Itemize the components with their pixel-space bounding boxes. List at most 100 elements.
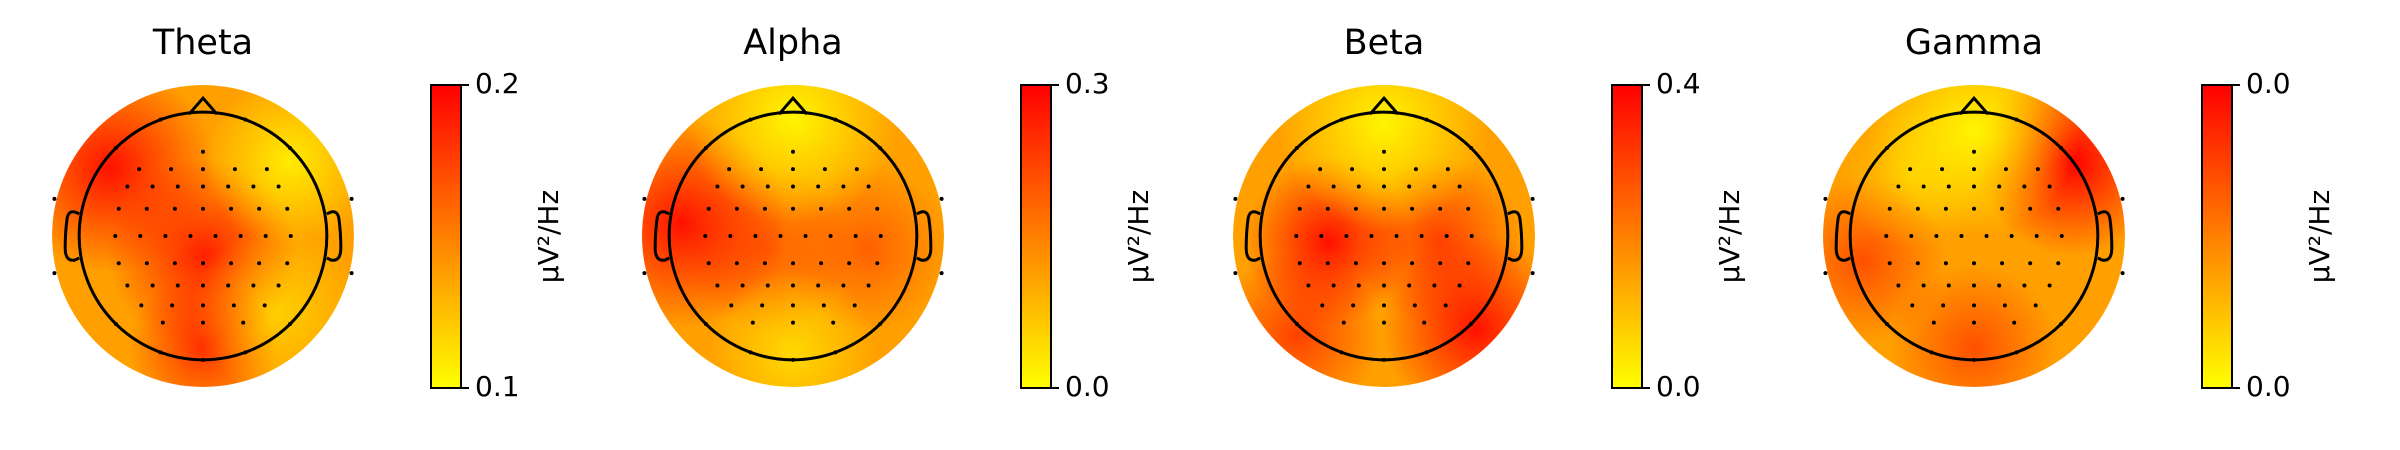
electrode (150, 184, 155, 189)
electrode (276, 283, 281, 288)
electrode (1382, 303, 1386, 308)
electrode (1884, 322, 1889, 327)
heat-spot (1233, 250, 1382, 387)
electrode (52, 196, 57, 201)
electrode (939, 271, 944, 276)
electrode (1823, 271, 1828, 276)
electrode (2120, 196, 2125, 201)
colorbar-tick-label: 0.0 (1065, 370, 1110, 403)
electrode (1997, 283, 2002, 288)
electrode (703, 322, 708, 327)
colorbar-tick-label: 0.0 (1656, 370, 1701, 403)
electrode (1972, 206, 1976, 211)
electrode (158, 117, 163, 122)
electrode (251, 283, 256, 288)
electrode (241, 320, 246, 325)
electrode (262, 303, 267, 308)
electrode (1934, 234, 1939, 238)
ear (653, 210, 670, 262)
electrode (822, 167, 827, 172)
electrode (2059, 322, 2064, 327)
electrode (819, 261, 824, 266)
electrode (1424, 117, 1429, 122)
electrode (642, 271, 647, 276)
electrode (1297, 261, 1302, 266)
electrode (1469, 145, 1474, 150)
electrode (878, 322, 883, 327)
electrode (2014, 350, 2019, 355)
colorbar-tick-label: 0.3 (1065, 67, 1110, 100)
electrode (728, 234, 733, 238)
electrode (791, 320, 795, 325)
electrode (137, 167, 142, 172)
electrode (866, 184, 871, 189)
panel-title: Gamma (1905, 23, 2043, 63)
electrode (175, 184, 180, 189)
electrode (750, 320, 755, 325)
colorbar (1611, 84, 1643, 389)
electrode (229, 206, 234, 211)
electrode (791, 167, 795, 172)
nose (187, 95, 219, 116)
electrode (113, 234, 118, 238)
electrode (1896, 184, 1901, 189)
electrode (1369, 234, 1374, 238)
electrode (778, 234, 783, 238)
electrode (1294, 234, 1299, 238)
electrode (1887, 261, 1892, 266)
electrode (866, 283, 871, 288)
electrode (285, 206, 290, 211)
electrode (2034, 234, 2039, 238)
electrode (1233, 196, 1238, 201)
electrode (1466, 261, 1471, 266)
electrode (1887, 206, 1892, 211)
electrode (1997, 184, 2002, 189)
electrode (1233, 271, 1238, 276)
electrode (1325, 261, 1330, 266)
electrode (1896, 283, 1901, 288)
electrode (791, 184, 795, 189)
colorbar (2201, 84, 2233, 389)
electrode (201, 357, 205, 362)
electrode (1884, 145, 1889, 150)
electrode (833, 117, 838, 122)
electrode (201, 167, 205, 172)
electrode (2059, 234, 2064, 238)
electrode (1382, 184, 1386, 189)
electrode (1341, 320, 1346, 325)
electrode (285, 261, 290, 266)
electrode (1910, 303, 1915, 308)
electrode (2000, 206, 2005, 211)
electrode (2003, 167, 2008, 172)
colorbar-tick-label: 0.4 (1656, 67, 1701, 100)
electrode (740, 184, 745, 189)
electrode (1443, 303, 1448, 308)
electrode (847, 206, 852, 211)
colorbar-tick-label: 0.0 (2246, 370, 2291, 403)
electrode (2033, 303, 2038, 308)
electrode (706, 206, 711, 211)
electrode (715, 283, 720, 288)
electrode (1943, 261, 1948, 266)
electrode (748, 117, 753, 122)
electrode (791, 261, 795, 266)
electrode (753, 234, 758, 238)
electrode (760, 303, 765, 308)
electrode (113, 322, 118, 327)
colorbar (1020, 84, 1052, 389)
electrode (2009, 234, 2014, 238)
electrode (1294, 322, 1299, 327)
electrode (1972, 167, 1976, 172)
electrode (2022, 184, 2027, 189)
electrode (288, 145, 293, 150)
electrode (257, 206, 262, 211)
electrode (816, 184, 821, 189)
electrode (1320, 303, 1325, 308)
electrode (1984, 234, 1989, 238)
electrode (762, 206, 767, 211)
colorbar-tick-label: 0.2 (475, 67, 520, 100)
electrode (791, 206, 795, 211)
electrode (172, 261, 177, 266)
electrode (791, 149, 795, 154)
electrode (113, 145, 118, 150)
